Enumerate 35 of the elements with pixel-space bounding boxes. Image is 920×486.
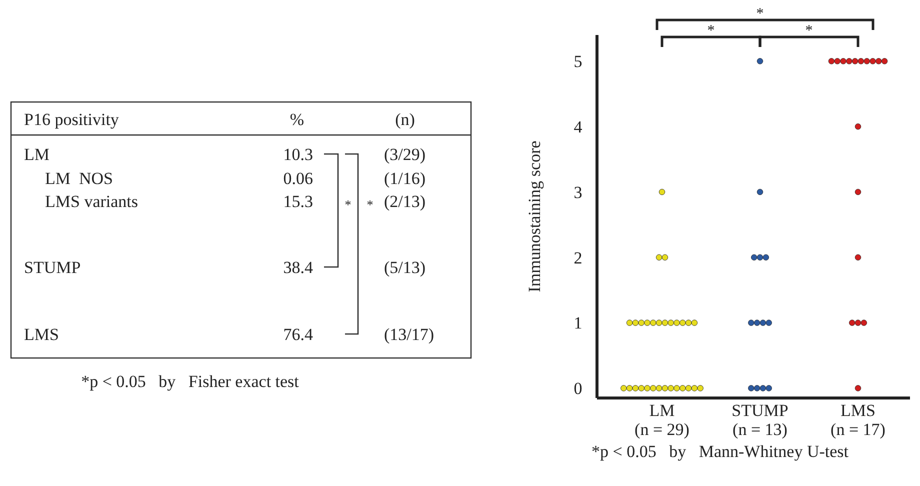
data-label: 10.3 — [283, 145, 313, 164]
text: *p < 0.05 by Fisher exact test — [81, 372, 300, 391]
y-tick-label: 3 — [574, 182, 582, 202]
data-label: (3/29) — [384, 145, 426, 164]
category-label: LM — [24, 145, 50, 164]
data-label: (2/13) — [384, 192, 426, 211]
x-tick-label: LMS (n = 17) — [830, 401, 886, 439]
text: * — [344, 197, 352, 212]
category-label: LMS — [24, 325, 59, 344]
text: * — [756, 6, 764, 22]
annotation: * — [805, 23, 813, 39]
text: * — [366, 197, 374, 212]
category-label: LMS variants — [45, 192, 138, 211]
text: (n) — [395, 110, 415, 129]
category-label: STUMP — [24, 258, 81, 277]
data-label: 0.06 — [283, 169, 313, 188]
y-tick-label: 0 — [574, 379, 582, 398]
y-tick-label: 1 — [574, 314, 582, 333]
x-tick-label: LM (n = 29) — [634, 401, 690, 439]
text: % — [290, 110, 304, 129]
text: P16 positivity — [24, 110, 120, 129]
y-tick-label: 5 — [574, 52, 582, 72]
y-tick-label: 2 — [574, 248, 582, 268]
category-label: LM NOS — [45, 169, 114, 188]
y-axis-title: Immunostaining score — [525, 140, 544, 292]
data-label: (13/17) — [384, 325, 434, 344]
x-tick-label: STUMP (n = 13) — [732, 401, 788, 439]
text: *p < 0.05 by Mann-Whitney U-test — [592, 442, 849, 461]
data-label: (5/13) — [384, 258, 426, 277]
data-label: 76.4 — [283, 325, 314, 344]
data-label: 38.4 — [283, 258, 314, 277]
data-label: (1/16) — [384, 169, 426, 188]
annotation: * — [707, 23, 715, 39]
data-label: 15.3 — [283, 192, 313, 211]
y-tick-label: 4 — [574, 118, 583, 137]
